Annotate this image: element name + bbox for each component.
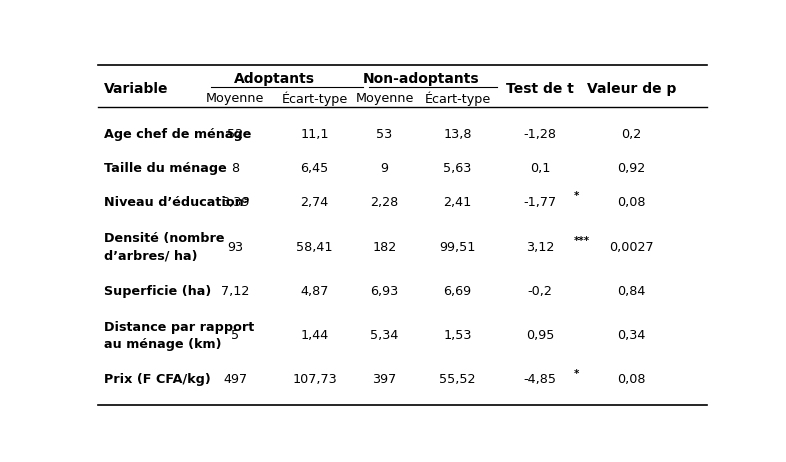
Text: Superficie (ha): Superficie (ha) [105, 285, 211, 298]
Text: 5,63: 5,63 [443, 162, 472, 175]
Text: Taille du ménage: Taille du ménage [105, 162, 227, 175]
Text: Densité (nombre
d’arbres/ ha): Densité (nombre d’arbres/ ha) [105, 232, 225, 262]
Text: Distance par rapport
au ménage (km): Distance par rapport au ménage (km) [105, 321, 255, 351]
Text: 2,74: 2,74 [300, 196, 329, 209]
Text: -1,77: -1,77 [523, 196, 556, 209]
Text: 0,92: 0,92 [617, 162, 645, 175]
Text: 2,28: 2,28 [370, 196, 399, 209]
Text: Niveau d’éducation⁹: Niveau d’éducation⁹ [105, 196, 250, 209]
Text: 58,41: 58,41 [296, 241, 332, 254]
Text: 52: 52 [227, 128, 244, 141]
Text: -0,2: -0,2 [527, 285, 553, 298]
Text: 1,44: 1,44 [300, 329, 329, 342]
Text: 497: 497 [223, 373, 248, 386]
Text: ***: *** [574, 236, 590, 246]
Text: 0,34: 0,34 [617, 329, 645, 342]
Text: 3,39: 3,39 [221, 196, 249, 209]
Text: 0,1: 0,1 [530, 162, 550, 175]
Text: -1,28: -1,28 [523, 128, 556, 141]
Text: Prix (F CFA/kg): Prix (F CFA/kg) [105, 373, 211, 386]
Text: 6,93: 6,93 [370, 285, 399, 298]
Text: *: * [574, 369, 578, 378]
Text: 5: 5 [231, 329, 240, 342]
Text: 0,84: 0,84 [617, 285, 645, 298]
Text: 397: 397 [373, 373, 397, 386]
Text: 11,1: 11,1 [300, 128, 329, 141]
Text: 6,45: 6,45 [300, 162, 329, 175]
Text: 8: 8 [231, 162, 240, 175]
Text: Age chef de ménage: Age chef de ménage [105, 128, 252, 141]
Text: Valeur de p: Valeur de p [586, 82, 676, 96]
Text: 55,52: 55,52 [439, 373, 476, 386]
Text: 3,12: 3,12 [526, 241, 554, 254]
Text: Test de t: Test de t [506, 82, 574, 96]
Text: Adoptants: Adoptants [234, 72, 315, 85]
Text: 53: 53 [376, 128, 393, 141]
Text: 2,41: 2,41 [443, 196, 472, 209]
Text: *: * [574, 191, 578, 201]
Text: 182: 182 [373, 241, 397, 254]
Text: 0,08: 0,08 [617, 373, 645, 386]
Text: Écart-type: Écart-type [281, 91, 347, 106]
Text: 7,12: 7,12 [221, 285, 249, 298]
Text: -4,85: -4,85 [523, 373, 556, 386]
Text: 107,73: 107,73 [292, 373, 337, 386]
Text: 9: 9 [380, 162, 388, 175]
Text: 93: 93 [227, 241, 244, 254]
Text: Non-adoptants: Non-adoptants [363, 72, 479, 85]
Text: 0,08: 0,08 [617, 196, 645, 209]
Text: Moyenne: Moyenne [206, 92, 265, 105]
Text: 1,53: 1,53 [443, 329, 472, 342]
Text: 13,8: 13,8 [443, 128, 472, 141]
Text: Moyenne: Moyenne [355, 92, 413, 105]
Text: 0,2: 0,2 [621, 128, 641, 141]
Text: Écart-type: Écart-type [424, 91, 490, 106]
Text: 0,95: 0,95 [526, 329, 554, 342]
Text: 99,51: 99,51 [439, 241, 476, 254]
Text: 6,69: 6,69 [443, 285, 472, 298]
Text: Variable: Variable [105, 82, 169, 96]
Text: 4,87: 4,87 [300, 285, 329, 298]
Text: 5,34: 5,34 [370, 329, 399, 342]
Text: 0,0027: 0,0027 [609, 241, 654, 254]
